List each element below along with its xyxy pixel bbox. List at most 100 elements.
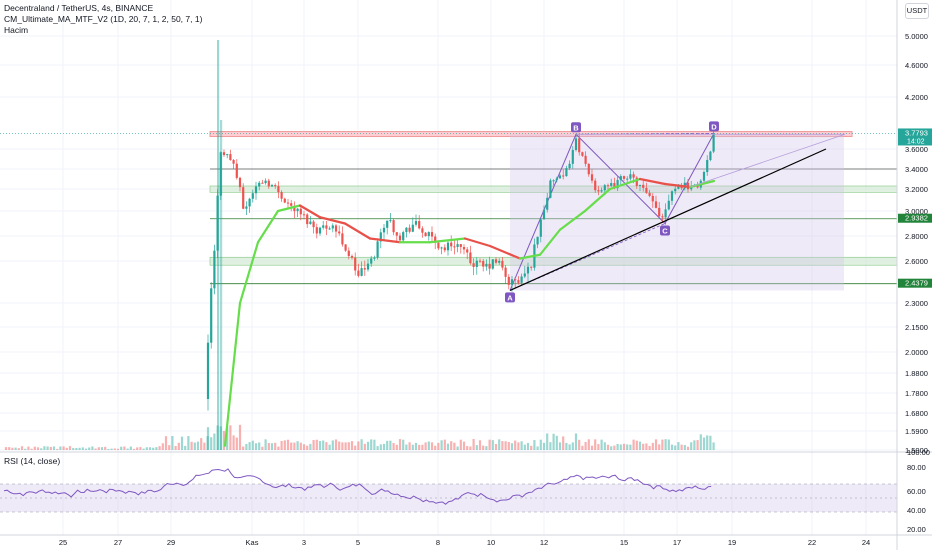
volume-bar	[334, 439, 338, 450]
volume-bar	[193, 442, 196, 450]
candle-body	[405, 227, 408, 233]
pattern-label-box	[505, 292, 515, 303]
volume-bar	[104, 446, 107, 450]
volume-bar	[222, 431, 226, 450]
pattern-label-c: C	[662, 227, 668, 236]
volume-bar	[504, 441, 507, 450]
candle-body	[571, 149, 574, 164]
volume-bar	[152, 447, 155, 450]
volume-bar	[699, 434, 702, 450]
candle-body	[350, 256, 354, 258]
candle-body	[347, 250, 350, 257]
indicator-title[interactable]: CM_Ultimate_MA_MTF_V2 (1D, 20, 7, 1, 2, …	[4, 14, 203, 24]
ascending-trendline	[509, 148, 827, 291]
volume-bar	[558, 442, 562, 450]
rsi-pane	[0, 451, 932, 513]
symbol-title[interactable]: Decentraland / TetherUS, 4s, BINANCE	[4, 3, 154, 13]
volume-bar	[168, 445, 171, 450]
volume-bar	[20, 446, 24, 450]
volume-bar	[274, 442, 277, 450]
moving-average	[223, 177, 716, 447]
candle-body	[635, 177, 638, 186]
volume-bar	[264, 439, 267, 450]
volume-bar	[296, 441, 299, 450]
volume-bar	[414, 442, 418, 450]
volume-bar	[145, 447, 148, 450]
volume-bar	[696, 440, 699, 450]
grid	[0, 0, 897, 535]
price-tag-countdown: 14:02	[907, 138, 925, 145]
chart-legend: Decentraland / TetherUS, 4s, BINANCE CM_…	[4, 3, 202, 36]
volume-bar	[360, 439, 363, 450]
volume-bar	[638, 441, 642, 450]
rsi-title[interactable]: RSI (14, close)	[4, 456, 61, 466]
candle-body	[437, 242, 440, 249]
candle-body	[555, 178, 558, 181]
candle-body	[309, 221, 312, 225]
time-tick-label: 8	[436, 538, 440, 547]
price-tick-label: 3.0000	[905, 207, 928, 216]
candle-body	[286, 202, 290, 204]
volume-bar	[24, 448, 27, 450]
volume-bar	[213, 433, 216, 450]
candle-body	[632, 174, 635, 178]
volume-bar	[475, 445, 478, 450]
candle-body	[606, 185, 610, 187]
time-tick-label: Kas	[246, 538, 259, 547]
volume-bar	[91, 446, 94, 450]
volume-bar	[482, 445, 485, 450]
candle-body	[392, 220, 395, 233]
volume-bar	[670, 444, 674, 450]
candle-body	[418, 221, 421, 229]
candle-body	[696, 185, 699, 188]
ma-segment	[256, 209, 280, 244]
volume-bar	[584, 442, 587, 450]
volume-bar	[318, 441, 322, 450]
price-tick-label: 5.0000	[905, 32, 928, 41]
volume-bar	[578, 439, 581, 450]
volume-bar	[651, 442, 654, 450]
pattern-edge	[689, 133, 846, 188]
volume-bar	[549, 442, 552, 450]
volume-bar	[344, 442, 347, 450]
volume-bar	[325, 442, 328, 450]
volume-bar	[594, 439, 597, 450]
volume-bar	[187, 436, 190, 450]
candle-body	[498, 260, 501, 263]
candle-body	[594, 180, 597, 191]
candle-body	[478, 260, 482, 262]
volume-bar	[405, 444, 408, 450]
volume-bar	[254, 443, 258, 450]
volume-bar	[286, 439, 290, 450]
volume-bar	[440, 440, 443, 450]
volume-bar	[485, 446, 488, 450]
volume-bar	[568, 444, 571, 450]
candle-body	[453, 246, 456, 248]
volume-bar	[142, 448, 145, 450]
candle-body	[341, 233, 344, 245]
time-tick-label: 10	[487, 538, 495, 547]
volume-bar	[453, 442, 456, 450]
ma-segment	[518, 253, 542, 260]
volume-bar	[587, 439, 590, 450]
volume-bar	[306, 445, 309, 450]
candle-body	[712, 133, 715, 152]
volume-bar	[52, 446, 56, 450]
candle-body	[440, 247, 443, 249]
candle-body	[552, 180, 555, 182]
volume-bar	[370, 439, 373, 450]
time-tick-label: 24	[862, 538, 870, 547]
candle-body	[619, 176, 622, 180]
volume-title[interactable]: Hacim	[4, 25, 29, 35]
volume-bar	[498, 439, 501, 450]
volume-bar	[14, 447, 17, 450]
price-tag-label: 3.7793	[905, 128, 928, 137]
volume-bar	[683, 444, 686, 450]
price-tick-label: 1.5900	[905, 427, 928, 436]
currency-button[interactable]: USDT	[905, 3, 929, 19]
volume-bar	[251, 440, 254, 450]
candle-body	[568, 163, 571, 169]
pattern-area	[510, 134, 844, 291]
